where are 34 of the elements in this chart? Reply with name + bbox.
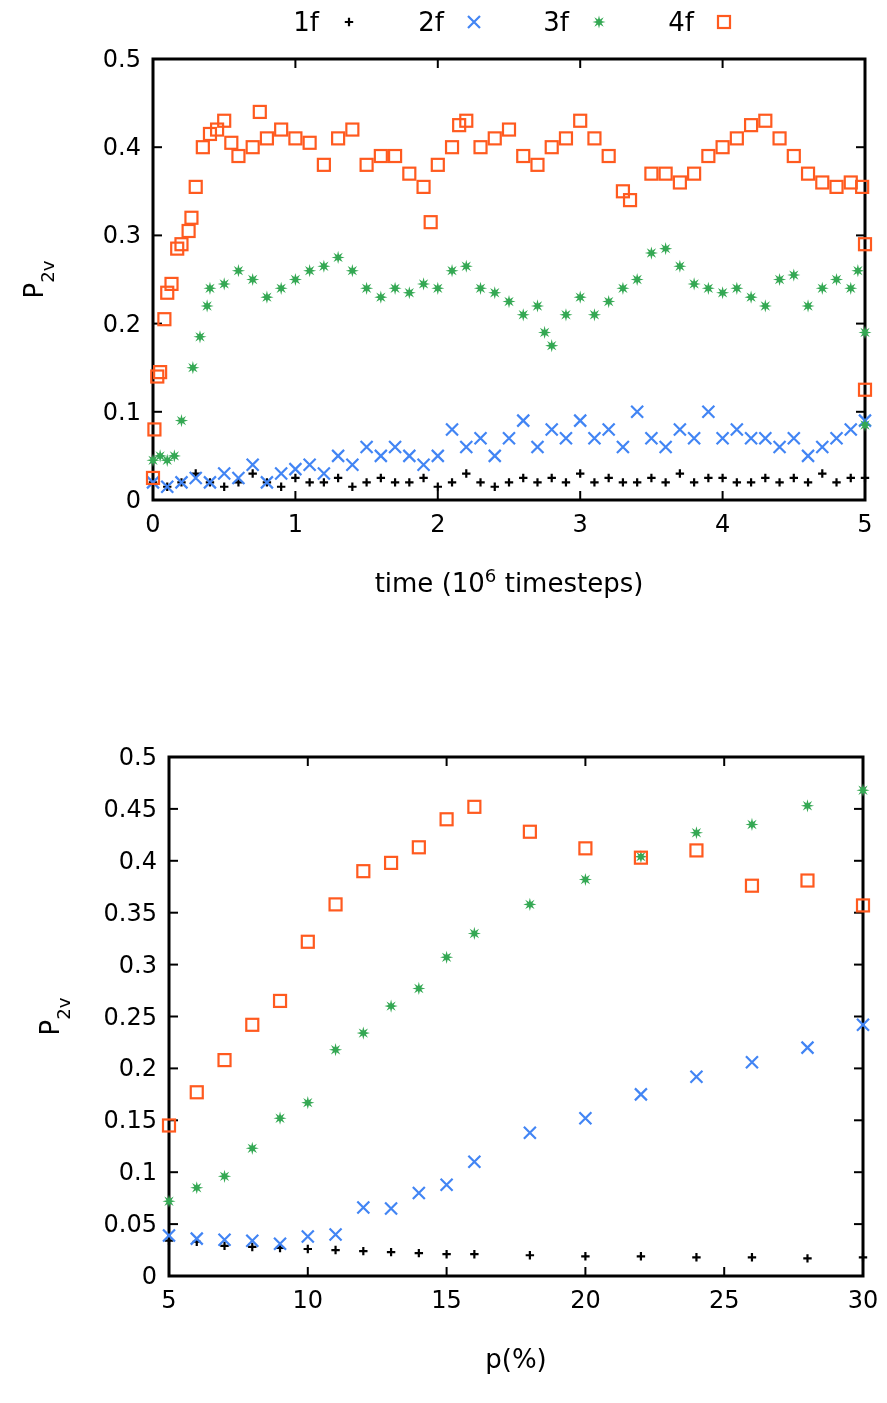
y-tick-label: 0.3 xyxy=(102,221,141,250)
x-tick-label: 5 xyxy=(857,510,873,538)
y-tick-label: 0.3 xyxy=(118,950,157,979)
y-tick-label: 0.2 xyxy=(118,1054,157,1083)
legend-label: 4f xyxy=(668,7,695,37)
y-tick-label: 0.05 xyxy=(103,1210,157,1239)
y-tick-label: 0.25 xyxy=(103,1002,157,1031)
y-tick-label: 0 xyxy=(125,486,141,514)
y-tick-label: 0.2 xyxy=(102,309,141,338)
x-tick-label: 25 xyxy=(708,1286,740,1314)
y-tick-label: 0.45 xyxy=(103,794,157,823)
x-tick-label: 4 xyxy=(714,510,731,538)
x-axis-title: p(%) xyxy=(485,1344,547,1374)
y-tick-label: 0.35 xyxy=(103,898,157,927)
legend-label: 2f xyxy=(418,7,445,37)
y-tick-label: 0 xyxy=(141,1262,157,1290)
x-tick-label: 30 xyxy=(847,1286,879,1314)
x-tick-label: 10 xyxy=(292,1286,324,1314)
x-tick-label: 15 xyxy=(431,1286,462,1314)
x-tick-label: 5 xyxy=(161,1286,177,1314)
x-tick-label: 20 xyxy=(570,1286,601,1314)
y-tick-label: 0.1 xyxy=(118,1158,157,1187)
x-axis-title: time (10$^{6}$ timesteps) xyxy=(374,564,644,598)
y-tick-label: 0.15 xyxy=(103,1106,157,1135)
x-tick-label: 2 xyxy=(430,510,446,538)
y-tick-label: 0.4 xyxy=(102,133,141,162)
x-tick-label: 1 xyxy=(287,510,304,538)
y-tick-label: 0.1 xyxy=(102,397,141,426)
x-tick-label: 3 xyxy=(572,510,588,538)
legend-label: 1f xyxy=(293,7,320,37)
legend-label: 3f xyxy=(543,7,570,37)
y-tick-label: 0.5 xyxy=(118,743,157,771)
y-tick-label: 0.4 xyxy=(118,846,157,875)
y-tick-label: 0.5 xyxy=(102,45,141,73)
